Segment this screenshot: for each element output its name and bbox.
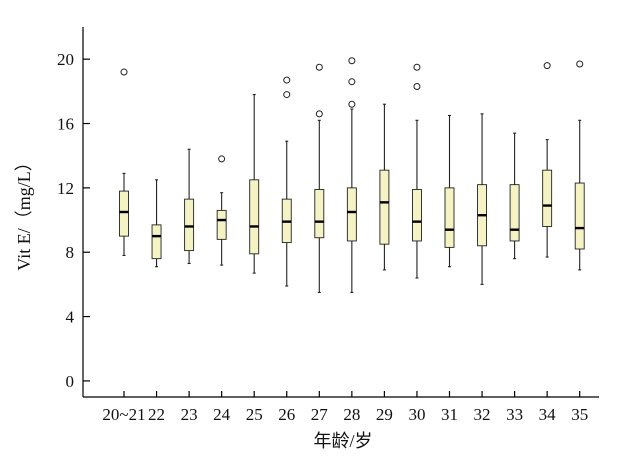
y-axis-title: Vit E/（mg/L） [14, 153, 34, 270]
box-31 [444, 114, 455, 268]
box-25 [249, 94, 260, 274]
box-27 [314, 63, 325, 293]
x-tick-label: 30 [408, 405, 425, 424]
x-tick-label: 27 [311, 405, 329, 424]
y-tick-label: 12 [57, 179, 74, 198]
iqr-box [444, 187, 455, 248]
y-tick-label: 16 [57, 115, 74, 134]
iqr-box [542, 169, 553, 227]
x-axis-title: 年龄/岁 [313, 431, 372, 451]
iqr-box [379, 169, 390, 245]
box-29 [379, 103, 390, 271]
iqr-box [509, 184, 520, 242]
box-24 [216, 155, 227, 266]
x-tick-label: 31 [441, 405, 458, 424]
plot-area: 0 4 8 12 16 20 20~21 22 23 24 25 26 27 28 29 30 31 32 33 34… [57, 27, 599, 424]
box-23 [184, 148, 195, 265]
outlier-point [348, 78, 356, 86]
outlier-point [543, 62, 551, 70]
x-tick-label: 28 [343, 405, 360, 424]
outlier-point [315, 110, 323, 118]
x-tick-label: 35 [571, 405, 588, 424]
box-20~21 [119, 68, 129, 256]
box-33 [509, 132, 520, 260]
x-tick-label: 26 [278, 405, 295, 424]
outlier-point [218, 155, 226, 163]
x-tick-label: 34 [539, 405, 557, 424]
box-30 [412, 63, 422, 279]
iqr-box [151, 224, 162, 260]
outlier-point [413, 63, 421, 71]
outlier-point [348, 100, 356, 108]
outlier-point [283, 76, 291, 84]
iqr-box [574, 182, 585, 250]
box-32 [477, 113, 487, 285]
outlier-point [413, 83, 421, 91]
x-tick-label: 23 [181, 405, 198, 424]
y-tick-label: 8 [66, 243, 75, 262]
y-tick-label: 4 [66, 308, 75, 327]
x-tick-label: 29 [376, 405, 393, 424]
iqr-box [346, 187, 357, 242]
iqr-box [249, 179, 260, 255]
x-tick-label: 24 [213, 405, 231, 424]
iqr-box [184, 198, 195, 252]
box-28 [346, 57, 357, 293]
box-22 [151, 179, 162, 268]
box-34 [542, 62, 553, 258]
x-tick-label: 32 [474, 405, 491, 424]
box-35 [574, 60, 585, 271]
outlier-point [120, 68, 128, 76]
y-tick-label: 20 [57, 50, 74, 69]
iqr-box [119, 190, 129, 237]
x-tick-label: 20~21 [102, 405, 145, 424]
iqr-box [314, 189, 325, 239]
x-tick-label: 33 [506, 405, 523, 424]
x-tick-label: 22 [148, 405, 165, 424]
box-26 [281, 76, 292, 287]
outlier-point [283, 91, 291, 99]
outlier-point [348, 57, 356, 65]
outlier-point [315, 63, 323, 71]
outlier-point [576, 60, 584, 68]
iqr-box [412, 189, 422, 242]
x-tick-label: 25 [246, 405, 263, 424]
iqr-box [216, 209, 227, 240]
y-tick-label: 0 [66, 372, 75, 391]
